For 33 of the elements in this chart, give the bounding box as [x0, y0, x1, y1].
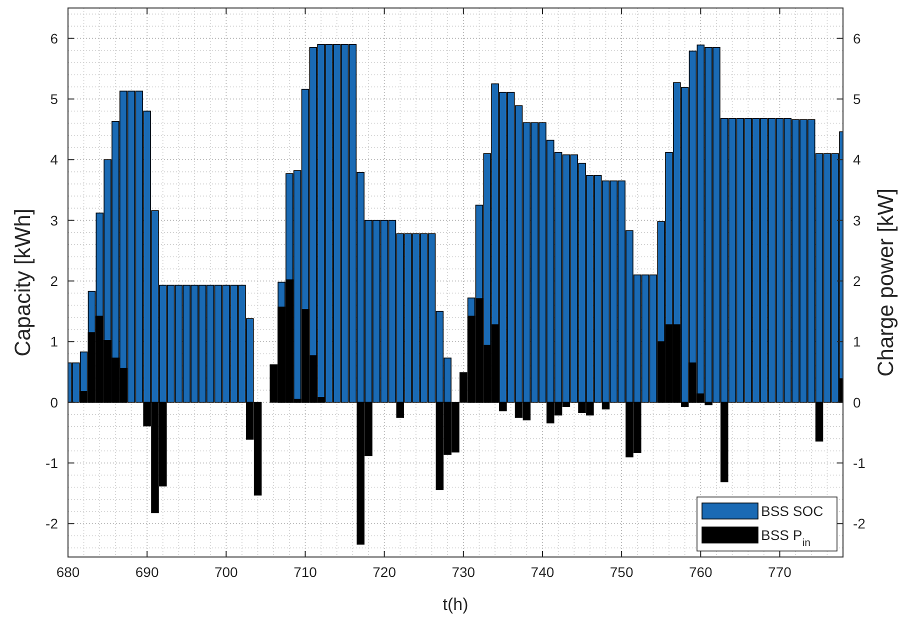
x-tick-label: 730: [452, 564, 476, 580]
y-tick-label: 6: [50, 30, 58, 46]
y2-tick-label: 1: [853, 334, 861, 350]
x-axis-title: t(h): [442, 595, 468, 614]
y-tick-label: 3: [50, 212, 58, 228]
y2-tick-label: 0: [853, 394, 861, 410]
y-tick-label: 1: [50, 334, 58, 350]
x-tick-label: 760: [688, 564, 713, 580]
y-axis-title: Capacity [kWh]: [10, 208, 35, 356]
y-tick-label: 2: [50, 272, 58, 289]
x-tick-label: 690: [135, 564, 159, 580]
x-tick-label: 750: [610, 564, 634, 580]
y2-tick-label: 5: [853, 90, 861, 107]
y2-axis-title: Charge power [kW]: [873, 188, 898, 377]
y-tick-label: 0: [50, 394, 58, 410]
legend-label: BSS SOC: [761, 503, 824, 519]
legend-label: BSS P$_{in}$: [761, 527, 811, 549]
y-tick-label: 4: [50, 152, 58, 168]
y2-tick-label: -2: [853, 516, 866, 532]
y-tick-label: -1: [46, 454, 58, 471]
x-tick-label: 720: [372, 564, 396, 580]
y-tick-label: 5: [50, 90, 58, 107]
x-tick-label: 740: [530, 564, 554, 580]
x-tick-label: 710: [294, 564, 318, 580]
y2-tick-label: -1: [853, 454, 866, 471]
x-tick-label: 680: [56, 564, 80, 580]
y-tick-label: -2: [46, 516, 58, 532]
y2-tick-label: 4: [853, 152, 861, 168]
y2-tick-label: 3: [853, 212, 861, 228]
y2-tick-label: 6: [853, 30, 861, 46]
x-tick-label: 700: [214, 564, 238, 580]
x-tick-label: 770: [768, 564, 792, 580]
y2-tick-label: 2: [853, 272, 861, 289]
